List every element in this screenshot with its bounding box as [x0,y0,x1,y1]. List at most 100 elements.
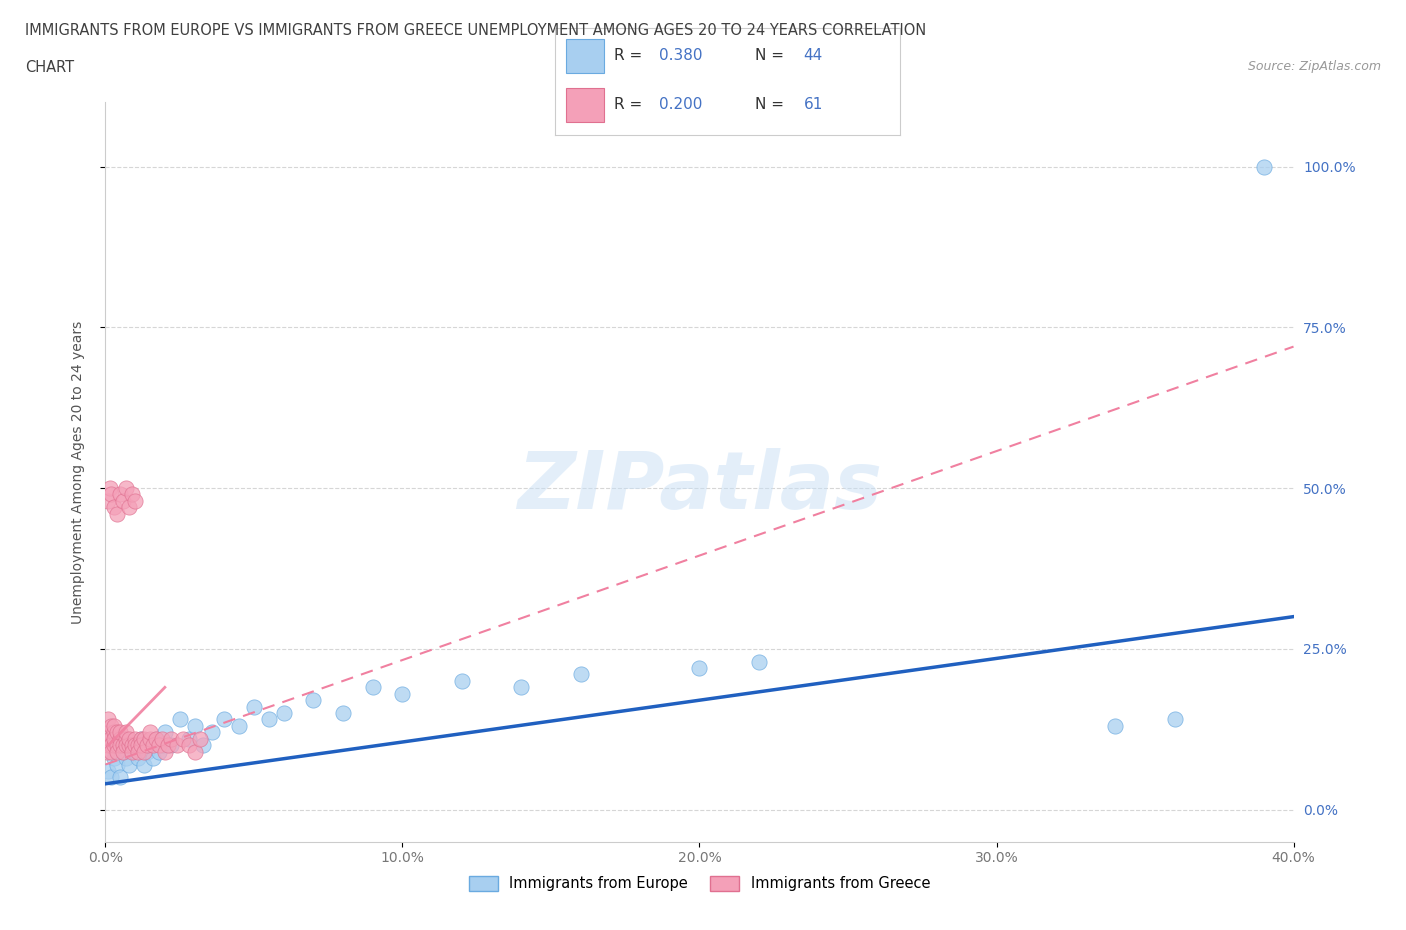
Point [183,719,205,734]
Point [166,737,188,752]
Point [110,737,132,752]
Point [569,667,592,682]
Point [103,737,125,752]
Point [118,731,141,746]
Point [150,737,173,752]
Point [105,737,128,752]
Point [177,731,200,746]
Y-axis label: Unemployment Among Ages 20 to 24 years: Unemployment Among Ages 20 to 24 years [70,320,84,624]
Point [153,744,176,759]
Point [124,737,146,752]
Point [139,724,162,739]
Point [257,712,280,727]
Point [201,724,224,739]
Point [115,731,138,746]
Bar [565,87,603,122]
Text: ZIPatlas: ZIPatlas [517,447,882,525]
Point [97,712,120,727]
Point [129,737,152,752]
Point [100,737,122,752]
Point [1164,712,1187,727]
Point [105,724,128,739]
Point [689,660,711,675]
Point [139,731,162,746]
Point [153,724,176,739]
Point [450,673,472,688]
Point [273,706,295,721]
Point [100,744,122,759]
Point [1104,719,1126,734]
Point [193,737,215,752]
Text: CHART: CHART [25,60,75,75]
Point [118,737,141,752]
Point [98,731,121,746]
Point [159,737,181,752]
Point [115,724,138,739]
Point [103,731,125,746]
Text: IMMIGRANTS FROM EUROPE VS IMMIGRANTS FROM GREECE UNEMPLOYMENT AMONG AGES 20 TO 2: IMMIGRANTS FROM EUROPE VS IMMIGRANTS FRO… [25,23,927,38]
Point [103,500,125,515]
Point [177,737,200,752]
Point [115,737,138,752]
Point [115,481,138,496]
Point [302,693,325,708]
Text: N =: N = [755,48,789,63]
Text: 0.200: 0.200 [658,98,702,113]
Point [97,724,120,739]
Point [100,719,122,734]
Point [145,731,167,746]
Point [103,751,125,765]
Point [391,686,413,701]
Text: N =: N = [755,98,789,113]
Point [142,751,165,765]
Point [121,737,143,752]
Point [118,500,141,515]
Point [243,699,266,714]
Point [118,757,141,772]
Point [103,724,125,739]
Point [361,680,384,695]
Point [121,487,143,502]
Text: 61: 61 [803,98,823,113]
Point [105,757,128,772]
Text: Source: ZipAtlas.com: Source: ZipAtlas.com [1247,60,1381,73]
Point [150,731,173,746]
Point [96,744,118,759]
Point [105,744,128,759]
Point [156,737,179,752]
Point [110,724,132,739]
Point [121,744,143,759]
Point [132,731,155,746]
Point [190,731,212,746]
Point [1253,159,1275,174]
Point [103,719,125,734]
Point [183,744,205,759]
Point [159,731,181,746]
Point [127,744,149,759]
Point [112,494,135,509]
Point [127,751,149,765]
Point [132,757,155,772]
Point [228,719,250,734]
Point [121,737,143,752]
Point [97,737,120,752]
Text: R =: R = [614,48,647,63]
Text: R =: R = [614,98,647,113]
Point [142,737,165,752]
Point [214,712,236,727]
Point [172,731,194,746]
Point [100,770,122,785]
Point [136,744,159,759]
Point [98,481,121,496]
Point [112,737,135,752]
Point [115,751,138,765]
Point [136,737,159,752]
Point [332,706,354,721]
Point [148,737,170,752]
Point [124,744,146,759]
Point [145,731,167,746]
Point [97,494,120,509]
Point [110,487,132,502]
Point [510,680,533,695]
Text: 0.380: 0.380 [658,48,702,63]
